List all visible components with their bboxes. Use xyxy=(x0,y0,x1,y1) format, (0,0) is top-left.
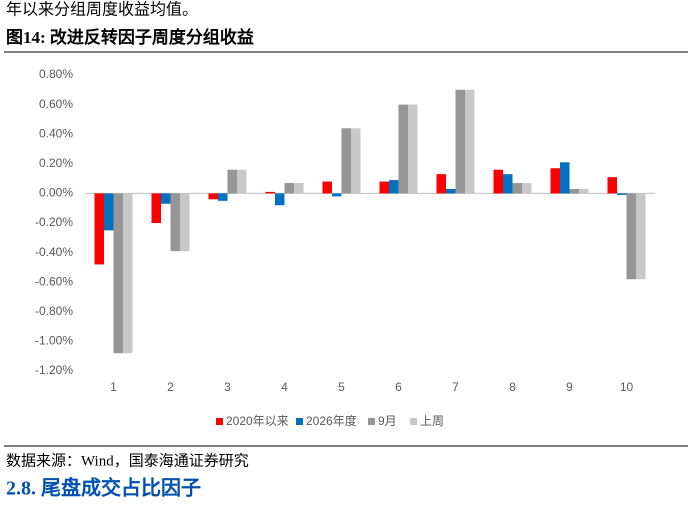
legend-label: 2026年度 xyxy=(306,413,357,428)
bar xyxy=(341,128,351,194)
bar xyxy=(617,193,627,195)
y-tick-label: -0.20% xyxy=(35,215,73,229)
bar xyxy=(379,181,389,194)
bar xyxy=(218,193,228,201)
bar xyxy=(607,177,617,194)
bar xyxy=(351,128,361,194)
bar xyxy=(512,183,522,194)
x-tick-label: 2 xyxy=(167,380,174,394)
bar xyxy=(408,104,418,194)
x-tick-label: 9 xyxy=(566,380,573,394)
bar xyxy=(436,174,446,194)
legend-label: 9月 xyxy=(378,414,397,428)
bar xyxy=(503,174,513,194)
bar xyxy=(284,183,294,194)
bar xyxy=(113,193,123,354)
legend-swatch xyxy=(368,418,375,425)
y-tick-label: -1.00% xyxy=(35,334,73,348)
legend-swatch xyxy=(216,418,223,425)
legend-label: 上周 xyxy=(420,414,444,428)
y-tick-label: 0.60% xyxy=(39,97,73,111)
y-tick-label: 0.40% xyxy=(39,126,73,140)
bar xyxy=(180,193,190,252)
bar xyxy=(398,104,408,194)
bar xyxy=(123,193,133,354)
x-tick-label: 6 xyxy=(395,380,402,394)
x-tick-label: 10 xyxy=(620,380,634,394)
bar xyxy=(626,193,636,280)
bar xyxy=(237,169,247,194)
bar xyxy=(579,188,589,194)
y-tick-label: 0.20% xyxy=(39,156,73,170)
x-tick-label: 5 xyxy=(338,380,345,394)
bar xyxy=(151,193,161,223)
bar xyxy=(465,89,475,194)
bar xyxy=(161,193,171,204)
x-tick-label: 4 xyxy=(281,380,288,394)
y-tick-label: 0.80% xyxy=(39,67,73,81)
intro-text: 年以来分组周度收益均值。 xyxy=(6,1,198,19)
bar xyxy=(275,193,285,206)
section-heading: 2.8. 尾盘成交占比因子 xyxy=(6,476,201,500)
bar xyxy=(493,169,503,194)
bar xyxy=(522,183,532,194)
bar xyxy=(294,183,304,194)
bar xyxy=(446,188,456,194)
bar xyxy=(636,193,646,280)
bar xyxy=(104,193,114,231)
x-tick-label: 8 xyxy=(509,380,516,394)
y-tick-label: -0.80% xyxy=(35,304,73,318)
bar xyxy=(332,193,342,197)
legend-swatch xyxy=(410,418,417,425)
bar xyxy=(227,169,237,194)
legend-label: 2020年以来 xyxy=(226,414,289,428)
x-tick-label: 1 xyxy=(110,380,117,394)
y-tick-label: -1.20% xyxy=(35,363,73,377)
y-tick-label: 0.00% xyxy=(39,186,73,200)
y-tick-label: -0.40% xyxy=(35,245,73,259)
bar xyxy=(94,193,104,265)
legend-swatch xyxy=(296,418,303,425)
figure-title: 图14: 改进反转因子周度分组收益 xyxy=(6,27,254,47)
bar xyxy=(560,162,570,194)
bar xyxy=(455,89,465,194)
bar xyxy=(208,193,218,200)
y-tick-label: -0.60% xyxy=(35,274,73,288)
bar xyxy=(170,193,180,252)
x-tick-label: 3 xyxy=(224,380,231,394)
bar xyxy=(550,168,560,194)
bar xyxy=(265,191,275,194)
bar xyxy=(569,188,579,194)
x-tick-label: 7 xyxy=(452,380,459,394)
bar xyxy=(322,181,332,194)
bar xyxy=(389,180,399,194)
source-text: 数据来源：Wind，国泰海通证券研究 xyxy=(6,452,249,469)
